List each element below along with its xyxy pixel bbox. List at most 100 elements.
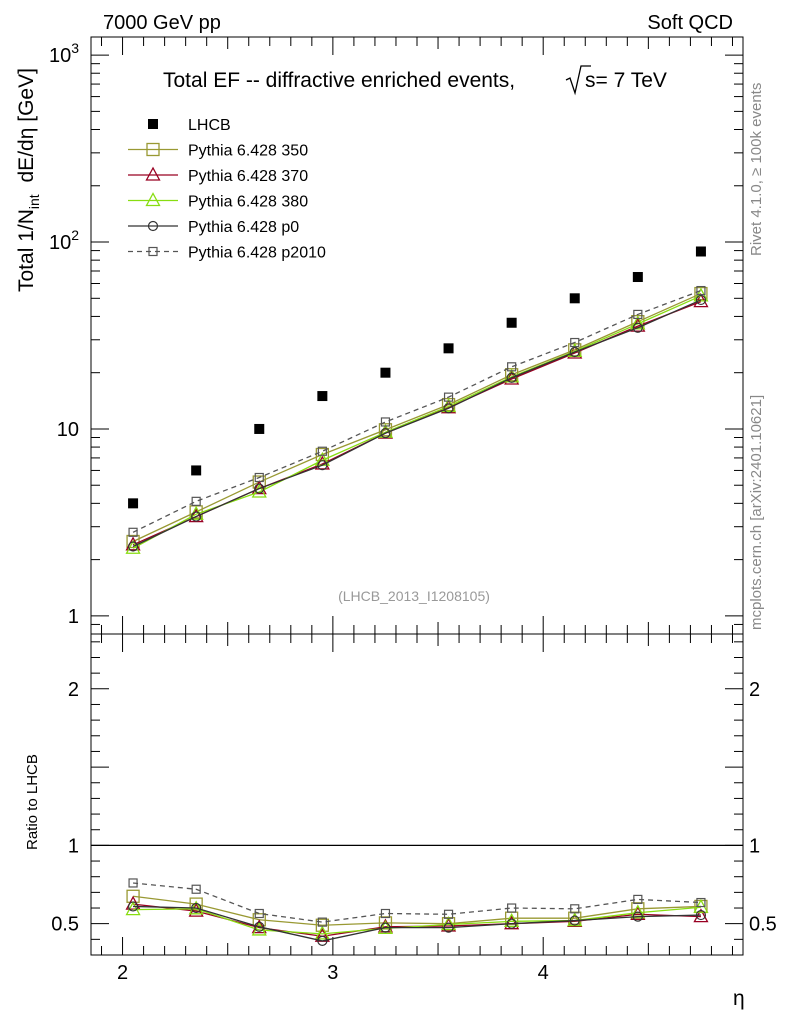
ratio-y-tick-label: 2 [68,679,79,701]
main-data-point [254,472,264,483]
ratio-data-point [317,935,328,947]
ratio-series-line [133,905,701,942]
ratio-x-tick-labels: 2 3 4 [117,962,549,984]
main-y-axis-title: Total 1/Nint dE/dη [GeV] [15,68,42,292]
x-axis-title: η [733,987,745,1010]
main-axis-ticks [91,37,743,635]
header-left-label: 7000 GeV pp [103,12,221,34]
ratio-frame [90,633,744,956]
main-data-point [317,460,328,471]
main-series-line [132,292,702,543]
main-data-point [191,496,201,506]
main-series-pythia-6-428-p0 [127,294,707,552]
legend-label: Pythia 6.428 p2010 [188,245,326,262]
ratio-data-point [189,897,203,911]
legend-marker [148,119,158,129]
main-data-point [127,541,139,552]
main-data-point [380,417,391,427]
main-data-point [254,483,265,494]
main-data-point [443,403,454,414]
analysis-watermark: (LHCB_2013_I1208105) [338,588,490,604]
legend: LHCB Pythia 6.428 350 Pythia 6.428 370 Pyth… [128,117,326,262]
ratio-y-tick-labels: 0.5 0.5 1 1 2 2 [51,679,777,936]
ratio-data-point [440,916,457,931]
main-data-point [695,246,706,257]
ratio-data-point [443,922,454,933]
ratio-series-pythia-6-428-p2010 [128,878,706,927]
legend-marker [147,220,159,232]
ratio-series-line [133,906,701,935]
legend-label: Pythia 6.428 370 [188,168,308,185]
legend-label: Pythia 6.428 380 [188,194,308,211]
main-data-point [125,539,141,554]
ratio-data-point [125,901,141,916]
ratio-data-point [380,908,391,919]
main-data-point [251,483,267,498]
main-data-point [632,272,643,283]
main-series-pythia-6-428-p2010 [128,285,706,537]
main-data-point [569,346,580,358]
main-data-point [191,465,202,476]
legend-marker [145,166,161,181]
ratio-series-pythia-6-428-380 [125,898,709,940]
ratio-y-tick-label: 1 [68,835,79,857]
legend-item-lhcb: LHCB [148,117,231,134]
legend-item-pythia-6-428-p2010: Pythia 6.428 p2010 [128,245,326,262]
ratio-y-tick-label: 0.5 [51,914,79,936]
ratio-data-point [191,884,201,894]
ratio-data-point [191,902,202,914]
x-tick-label: 2 [117,962,128,984]
ratio-data-point [695,909,707,921]
ratio-data-point [507,903,517,913]
ratio-data-point [380,922,391,933]
main-y-tick-label: 10 [57,419,79,441]
legend-marker [146,142,160,157]
ratio-data-point [251,919,267,934]
legend-item-pythia-6-428-380: Pythia 6.428 380 [128,192,308,211]
main-data-point [633,309,643,320]
main-data-point [380,428,391,439]
main-y-tick-labels: 1 10 102 103 [49,40,79,628]
ratio-series [125,878,709,947]
main-data-point [696,285,706,296]
main-series-line [132,289,702,533]
ratio-data-point [633,894,643,905]
main-series-line [132,299,702,548]
main-y-tick-label: 102 [49,227,79,254]
main-data-point [506,317,517,328]
ratio-data-point [696,897,706,908]
main-data-point [128,527,138,537]
main-data-point [254,423,265,434]
main-data-point [632,322,643,333]
main-series [125,246,709,554]
rivet-label: Rivet 4.1.0, ≥ 100k events [748,83,765,256]
main-panel: 1 10 102 103 (LHCB_2013_I1208105) Total EF … [15,36,744,635]
ratio-data-point [632,911,643,922]
main-data-point [630,315,646,330]
header-right-label: Soft QCD [647,12,733,34]
ratio-data-point [570,904,580,914]
ratio-data-point [317,917,327,927]
main-data-point [567,344,583,359]
main-data-point [695,294,707,306]
main-data-point [507,362,517,372]
ratio-y-axis-title: Ratio to LHCB [24,754,41,850]
main-series-lhcb [128,246,706,509]
svg-text:Total 1/Nint dE/dη [GeV]: Total 1/Nint dE/dη [GeV] [15,68,42,292]
x-tick-label: 3 [327,962,338,984]
main-data-point [317,446,327,456]
ratio-data-point [254,908,264,919]
main-series-pythia-6-428-370 [125,293,709,551]
ratio-data-point [569,915,580,926]
main-data-point [506,372,517,383]
chart-title: Total EF -- diffractive enriched events, [163,69,515,92]
main-data-point [570,337,580,348]
ratio-series-pythia-6-428-370 [125,895,709,942]
main-data-point [569,293,580,304]
ratio-axis-ticks [91,634,743,956]
main-data-point [317,391,328,402]
legend-item-pythia-6-428-p0: Pythia 6.428 p0 [128,219,299,236]
ratio-y-tick-label-right: 0.5 [749,914,777,936]
legend-marker [148,246,158,257]
main-y-tick-label: 1 [68,606,79,628]
